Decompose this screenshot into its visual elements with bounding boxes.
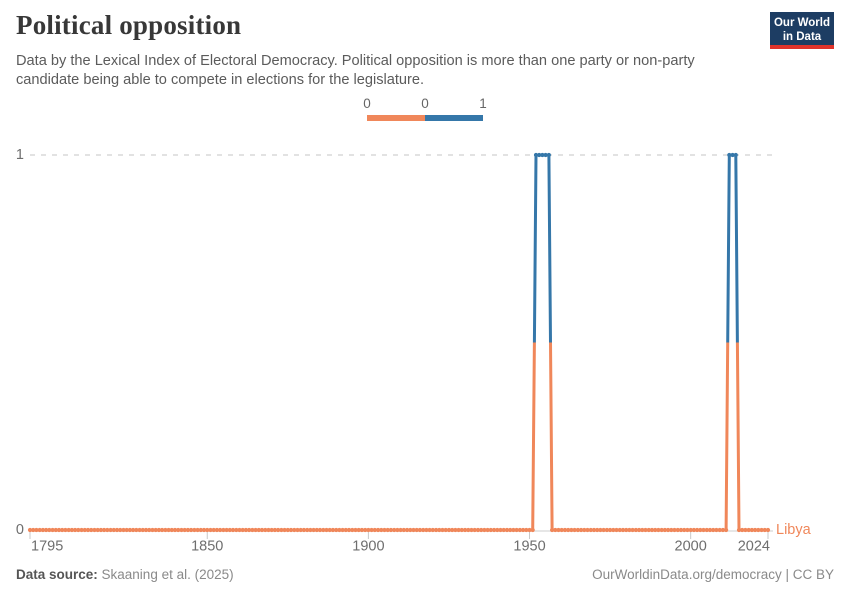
x-axis-ticks [29,531,769,539]
x-tick-label: 1900 [352,539,384,555]
legend-swatch-0[interactable] [367,115,425,121]
x-tick-label: 1795 [31,539,63,555]
data-source-note: Data source: Skaaning et al. (2025) [16,567,234,582]
x-tick-label: 1850 [191,539,223,555]
owid-logo-line2: in Data [782,31,822,44]
y-tick-label: 0 [16,522,24,538]
y-axis-labels: 01 [16,147,24,538]
x-tick-label: 1950 [513,539,545,555]
series-line-value0[interactable] [30,342,768,532]
chart-subtitle: Data by the Lexical Index of Electoral D… [16,53,695,88]
entity-label-libya[interactable]: Libya [776,522,812,538]
legend-swatch-1[interactable] [425,115,483,121]
x-axis-labels: 1795 1850 1900 1950 2000 2024 [31,539,770,555]
owid-logo-line1: Our World [773,17,830,29]
legend-label-mid: 0 [421,96,429,111]
owid-logo[interactable]: Our World in Data [770,12,834,49]
y-tick-label: 1 [16,147,24,163]
data-source-value: Skaaning et al. (2025) [97,567,234,582]
chart-footer: Data source: Skaaning et al. (2025) OurW… [16,567,834,582]
legend-label-max: 1 [479,96,487,111]
x-tick-label: 2000 [675,539,707,555]
data-point-markers[interactable] [27,152,771,533]
license-link[interactable]: OurWorldinData.org/democracy | CC BY [592,567,834,582]
legend-label-min: 0 [363,96,371,111]
colorbar-legend: 0 0 1 [363,96,487,124]
data-source-label: Data source: [16,567,98,582]
page-title: Political opposition [16,10,242,40]
x-tick-label: 2024 [738,539,770,555]
series-line-value1[interactable] [532,153,739,343]
